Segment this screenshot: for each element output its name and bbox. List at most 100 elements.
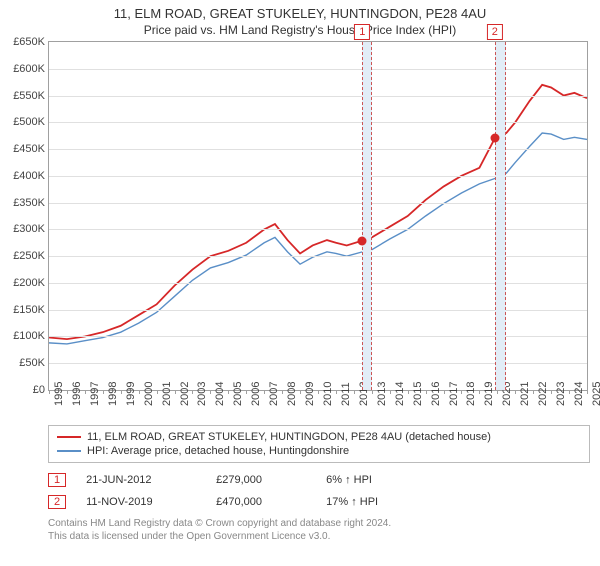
- xtick-mark: [139, 390, 140, 394]
- ytick-label: £450K: [3, 143, 45, 155]
- line-series-svg: [49, 42, 587, 390]
- xtick-mark: [85, 390, 86, 394]
- plot-area: £0£50K£100K£150K£200K£250K£300K£350K£400…: [48, 41, 588, 391]
- legend-item: 11, ELM ROAD, GREAT STUKELEY, HUNTINGDON…: [57, 430, 581, 444]
- sale-pct-vs-hpi: 6% ↑ HPI: [326, 474, 426, 486]
- xtick-mark: [426, 390, 427, 394]
- sale-date: 11-NOV-2019: [86, 496, 196, 508]
- ytick-label: £550K: [3, 90, 45, 102]
- xtick-label: 2000: [143, 382, 155, 406]
- legend-box: 11, ELM ROAD, GREAT STUKELEY, HUNTINGDON…: [48, 425, 590, 463]
- gridline: [49, 229, 587, 230]
- series-hpi: [49, 133, 587, 344]
- xtick-label: 2005: [232, 382, 244, 406]
- xtick-mark: [67, 390, 68, 394]
- attribution-line: Contains HM Land Registry data © Crown c…: [48, 517, 590, 530]
- ytick-label: £600K: [3, 63, 45, 75]
- xtick-mark: [192, 390, 193, 394]
- chart-title: 11, ELM ROAD, GREAT STUKELEY, HUNTINGDON…: [0, 6, 600, 21]
- legend-swatch: [57, 450, 81, 452]
- gridline: [49, 256, 587, 257]
- xtick-mark: [264, 390, 265, 394]
- xtick-mark: [282, 390, 283, 394]
- gridline: [49, 122, 587, 123]
- xtick-label: 1996: [71, 382, 83, 406]
- xtick-label: 2011: [340, 382, 352, 406]
- attribution-line: This data is licensed under the Open Gov…: [48, 530, 590, 543]
- sale-marker-label: 1: [354, 24, 370, 40]
- xtick-mark: [210, 390, 211, 394]
- xtick-label: 2019: [483, 382, 495, 406]
- sale-row: 1 21-JUN-2012 £279,000 6% ↑ HPI: [48, 469, 590, 491]
- xtick-mark: [587, 390, 588, 394]
- xtick-mark: [354, 390, 355, 394]
- shaded-range: [362, 42, 372, 390]
- xtick-mark: [300, 390, 301, 394]
- gridline: [49, 149, 587, 150]
- xtick-mark: [390, 390, 391, 394]
- ytick-label: £0: [3, 384, 45, 396]
- legend-swatch: [57, 436, 81, 438]
- sale-date: 21-JUN-2012: [86, 474, 196, 486]
- ytick-label: £250K: [3, 250, 45, 262]
- xtick-mark: [497, 390, 498, 394]
- xtick-label: 2023: [555, 382, 567, 406]
- xtick-mark: [318, 390, 319, 394]
- sale-price: £470,000: [216, 496, 306, 508]
- xtick-label: 2025: [591, 382, 600, 406]
- legend-label: HPI: Average price, detached house, Hunt…: [87, 445, 349, 457]
- xtick-label: 1999: [125, 382, 137, 406]
- xtick-mark: [551, 390, 552, 394]
- xtick-mark: [461, 390, 462, 394]
- sale-marker: [490, 134, 499, 143]
- gridline: [49, 96, 587, 97]
- gridline: [49, 336, 587, 337]
- chart-container: 11, ELM ROAD, GREAT STUKELEY, HUNTINGDON…: [0, 6, 600, 566]
- sale-price: £279,000: [216, 474, 306, 486]
- xtick-mark: [49, 390, 50, 394]
- xtick-label: 2014: [394, 382, 406, 406]
- xtick-mark: [569, 390, 570, 394]
- xtick-mark: [408, 390, 409, 394]
- xtick-label: 2007: [268, 382, 280, 406]
- xtick-label: 2006: [250, 382, 262, 406]
- attribution: Contains HM Land Registry data © Crown c…: [48, 517, 590, 543]
- xtick-label: 2015: [412, 382, 424, 406]
- xtick-label: 1995: [53, 382, 65, 406]
- xtick-label: 2021: [519, 382, 531, 406]
- sale-index-badge: 2: [48, 495, 66, 509]
- sale-pct-vs-hpi: 17% ↑ HPI: [326, 496, 426, 508]
- xtick-mark: [103, 390, 104, 394]
- legend-label: 11, ELM ROAD, GREAT STUKELEY, HUNTINGDON…: [87, 431, 491, 443]
- xtick-mark: [372, 390, 373, 394]
- sale-index-badge: 1: [48, 473, 66, 487]
- xtick-label: 2018: [465, 382, 477, 406]
- gridline: [49, 203, 587, 204]
- xtick-label: 2016: [430, 382, 442, 406]
- xtick-mark: [246, 390, 247, 394]
- xtick-label: 2013: [376, 382, 388, 406]
- xtick-mark: [444, 390, 445, 394]
- xtick-label: 2024: [573, 382, 585, 406]
- xtick-label: 1997: [89, 382, 101, 406]
- xtick-mark: [121, 390, 122, 394]
- sale-row: 2 11-NOV-2019 £470,000 17% ↑ HPI: [48, 491, 590, 513]
- xtick-label: 2004: [214, 382, 226, 406]
- ytick-label: £400K: [3, 170, 45, 182]
- gridline: [49, 69, 587, 70]
- xtick-label: 2008: [286, 382, 298, 406]
- xtick-label: 2001: [161, 382, 173, 406]
- xtick-label: 2009: [304, 382, 316, 406]
- shaded-range: [495, 42, 506, 390]
- ytick-label: £50K: [3, 357, 45, 369]
- gridline: [49, 283, 587, 284]
- xtick-mark: [515, 390, 516, 394]
- ytick-label: £650K: [3, 36, 45, 48]
- gridline: [49, 310, 587, 311]
- xtick-mark: [533, 390, 534, 394]
- sale-marker: [358, 236, 367, 245]
- xtick-mark: [157, 390, 158, 394]
- xtick-mark: [336, 390, 337, 394]
- ytick-label: £150K: [3, 304, 45, 316]
- gridline: [49, 363, 587, 364]
